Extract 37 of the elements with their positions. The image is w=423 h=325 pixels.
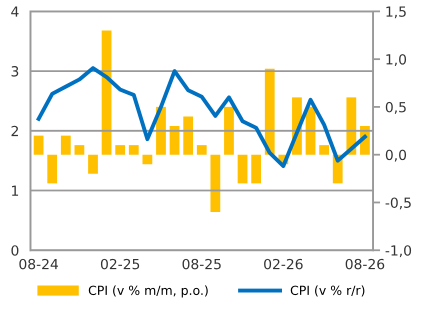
bar — [210, 154, 220, 212]
bar — [142, 154, 152, 164]
bar — [128, 145, 139, 155]
bar — [251, 154, 262, 184]
bar — [47, 154, 58, 184]
bar — [115, 145, 126, 155]
x-tick-label: 02-26 — [264, 258, 303, 270]
y-tick-label: 2 — [12, 126, 18, 136]
bar — [196, 145, 207, 155]
y2-tick-label: 0,0 — [386, 150, 406, 162]
bar — [34, 136, 44, 155]
y-tick-label: 3 — [12, 66, 18, 77]
x-tick-label: 08-26 — [346, 258, 384, 270]
bar — [224, 106, 234, 155]
bar — [102, 30, 112, 155]
line-series — [36, 66, 367, 168]
bar — [88, 154, 98, 174]
y-tick-label: 0 — [11, 245, 18, 256]
y-tick-label: 1 — [12, 186, 18, 196]
y-tick-label: 4 — [11, 6, 19, 17]
bar — [306, 106, 316, 155]
bar — [183, 116, 194, 155]
bar — [74, 145, 84, 155]
x-tick-label: 02-25 — [100, 258, 140, 270]
y2-tick-label: -0,5 — [386, 197, 411, 210]
y2-tick-label: 1,5 — [386, 6, 406, 18]
y2-tick-label: 1,0 — [386, 54, 406, 66]
bar — [238, 154, 248, 184]
bar — [60, 136, 71, 155]
legend-label: CPI (v % r/r) — [290, 285, 364, 297]
y2-tick-label: -1,0 — [386, 245, 412, 258]
x-tick-label: 08-25 — [182, 258, 221, 270]
x-tick-label: 08-24 — [19, 258, 58, 270]
bar — [319, 145, 330, 155]
bar — [170, 126, 180, 155]
legend-label: CPI (v % m/m, p.o.) — [88, 285, 208, 298]
y2-tick-label: 0,5 — [386, 102, 406, 114]
